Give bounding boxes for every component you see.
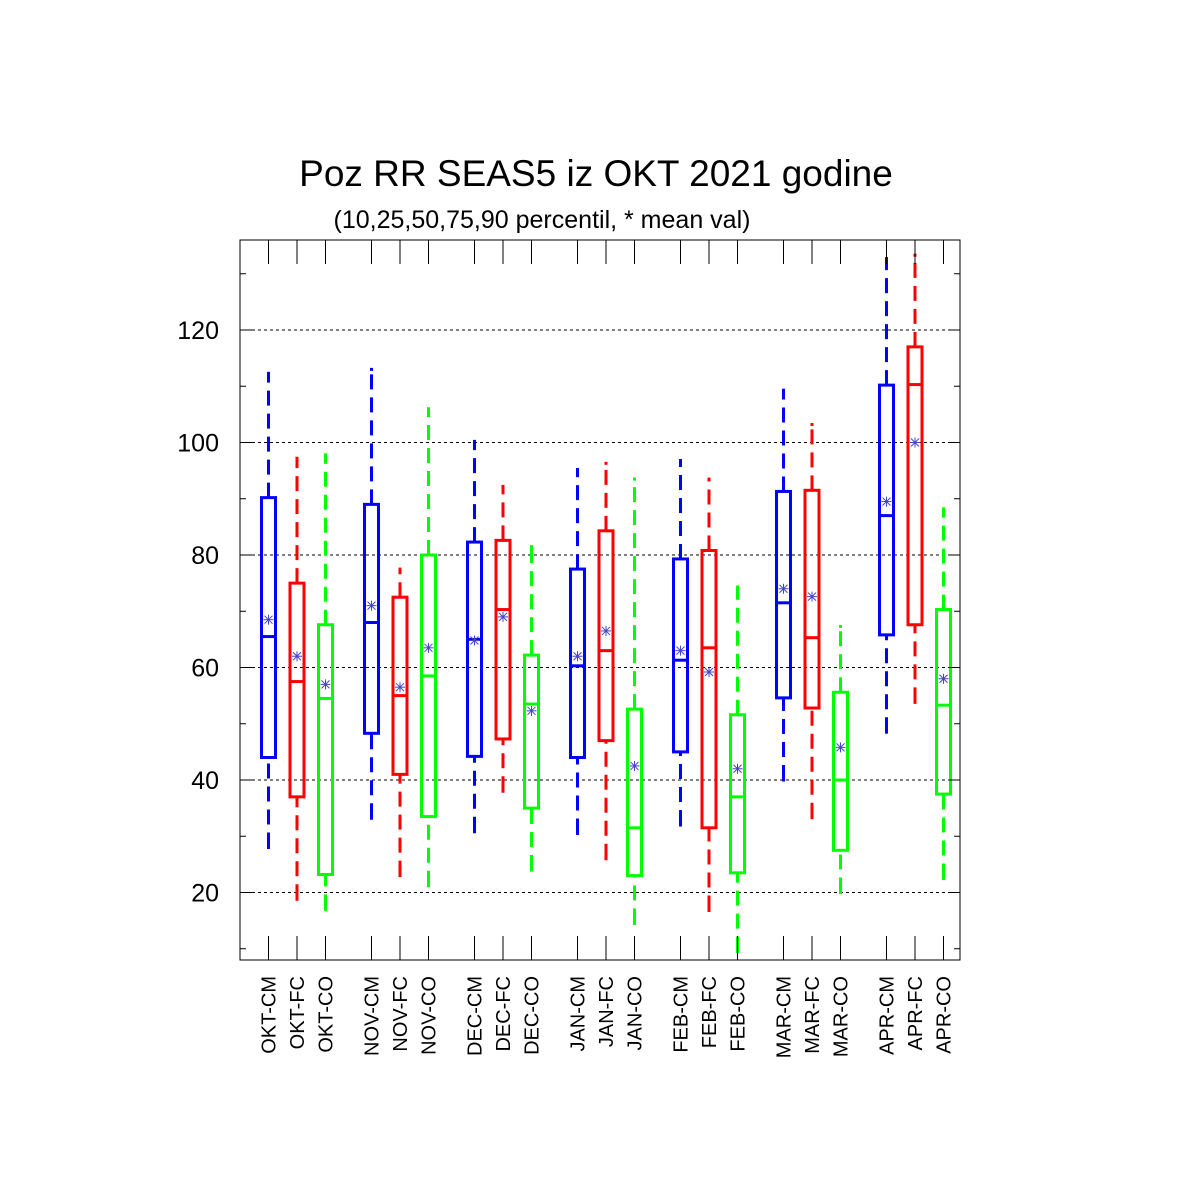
box-iqr [700,549,718,830]
box-iqr [523,653,540,810]
box-nov-fc [391,567,409,878]
mean-marker [732,763,743,774]
x-tick-label: OKT-CM [259,976,281,1054]
box-iqr [906,345,924,627]
box-jan-co [626,477,643,925]
box-dec-co [523,545,540,872]
x-tick-label: FEB-FC [699,976,721,1048]
box-nov-cm [363,367,380,820]
x-tick-label: OKT-CO [316,976,338,1053]
mean-marker [423,642,434,653]
box-iqr [626,707,643,878]
y-tick-label: 60 [191,655,219,683]
box-iqr [803,488,821,710]
box-iqr [672,557,689,754]
mean-marker [526,705,537,716]
x-tick-label: FEB-CM [671,976,693,1053]
mean-marker [778,583,789,594]
mean-marker [807,591,817,602]
box-iqr [832,690,849,852]
x-tick-label: APR-FC [905,976,927,1050]
mean-marker [395,682,405,693]
box-series [260,253,952,954]
box-iqr [288,581,306,799]
x-tick-label: APR-CO [934,976,956,1054]
mean-marker [292,651,302,662]
box-dec-cm [466,439,483,834]
x-tick-label: NOV-CO [419,976,441,1055]
box-jan-fc [597,461,615,861]
box-mar-co [832,624,849,894]
mean-marker [263,614,274,625]
plot-frame [239,239,961,961]
y-tick-label: 100 [177,430,219,458]
y-tick-label: 20 [191,880,219,908]
x-tick-label: FEB-CO [728,976,750,1052]
x-tick-label: NOV-FC [390,976,412,1052]
x-tick-label: OKT-FC [287,976,309,1049]
mean-marker [675,645,686,656]
y-tick-label: 40 [191,767,219,795]
x-tick-label: DEC-CO [522,976,544,1055]
box-iqr [420,553,437,819]
mean-marker [835,742,846,753]
x-tick-label: MAR-CM [774,976,796,1058]
box-okt-cm [260,371,277,849]
box-mar-fc [803,423,821,820]
box-iqr [775,489,792,700]
box-apr-cm [878,257,895,734]
box-feb-fc [700,477,718,912]
box-iqr [317,623,334,876]
box-iqr [569,567,586,759]
box-okt-fc [288,456,306,901]
chart-subtitle: (10,25,50,75,90 percentil, * mean val) [334,206,751,234]
box-iqr [494,538,512,741]
box-iqr [260,496,277,759]
x-tick-label: JAN-FC [596,976,618,1047]
box-okt-co [317,453,334,911]
x-tick-label: JAN-CM [568,976,590,1052]
box-iqr [597,529,615,743]
box-apr-co [935,507,952,880]
x-tick-label: APR-CM [877,976,899,1055]
x-tick-label: NOV-CM [362,976,384,1056]
mean-marker [910,437,920,448]
y-tick-label: 80 [191,542,219,570]
box-iqr [729,713,746,875]
mean-marker [469,635,480,646]
mean-marker [572,651,583,662]
box-nov-co [420,407,437,888]
box-iqr [466,540,483,758]
x-tick-label: DEC-CM [465,976,487,1056]
mean-marker [938,673,949,684]
box-feb-cm [672,459,689,827]
chart-title: Poz RR SEAS5 iz OKT 2021 godine [299,153,893,194]
mean-marker [704,667,714,677]
box-jan-cm [569,468,586,835]
mean-marker [601,625,611,636]
mean-marker [320,679,331,690]
box-apr-fc [906,253,924,704]
axes: 20 40 60 80 100 120 OKT-CM OKT-FC OKT-CO NOV-CM NO… [177,240,960,1058]
x-tick-label: JAN-CO [625,976,647,1050]
x-tick-label: MAR-FC [802,976,824,1054]
x-tick-label: MAR-CO [831,976,853,1057]
x-tick-label: DEC-FC [493,976,515,1052]
box-iqr [391,595,409,776]
box-mar-cm [775,388,792,782]
mean-marker [498,611,508,622]
box-dec-fc [494,484,512,793]
mean-marker [881,496,892,507]
box-iqr [935,608,952,796]
box-iqr [878,383,895,637]
y-tick-label: 120 [177,317,219,345]
mean-marker [629,760,640,771]
mean-marker [366,600,377,611]
box-iqr [363,502,380,735]
